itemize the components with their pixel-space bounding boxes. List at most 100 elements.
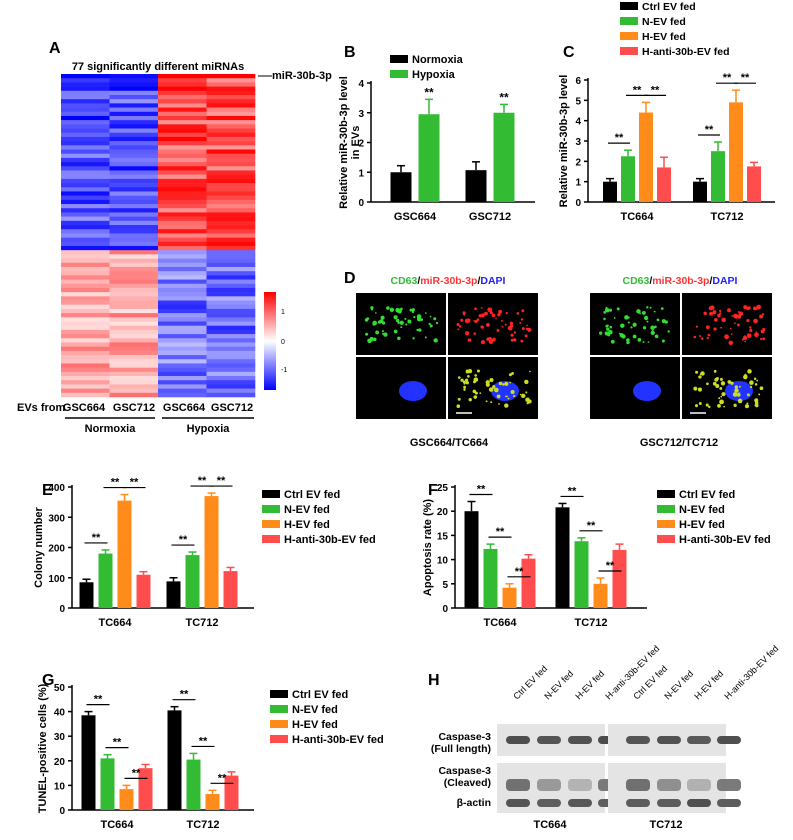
- panel-C-stain-label-part: CD63: [391, 275, 418, 287]
- panel-E-legend-label: N-EV fed: [284, 504, 330, 516]
- panel-C-puncta: [632, 334, 637, 339]
- panel-C-puncta: [497, 313, 501, 317]
- panel-A-heatmap-cell: [109, 212, 159, 217]
- panel-E-y-tick-label: 200: [48, 544, 65, 555]
- panel-A-heatmap-cell: [61, 229, 110, 234]
- panel-A-heatmap-cell: [109, 149, 159, 155]
- panel-A-heatmap-cell: [158, 120, 207, 125]
- panel-D-y-tick-label: 1: [575, 178, 581, 189]
- panel-C-image-red: [682, 293, 772, 355]
- panel-G-x-tick-label: TC664: [100, 819, 134, 831]
- panel-D-x-tick-label: TC664: [620, 211, 654, 223]
- panel-C-stain-label: CD63/miR-30b-3p/DAPI: [623, 275, 738, 287]
- panel-E-bar-TC664-1: [98, 553, 113, 608]
- panel-C-puncta: [713, 327, 717, 331]
- panel-A-heatmap-cell: [206, 141, 256, 146]
- panel-C-puncta: [642, 341, 645, 344]
- panel-D-y-tick-label: 5: [575, 96, 581, 107]
- panel-C-puncta: [746, 319, 750, 323]
- panel-B-bar-GSC712-1: [493, 112, 515, 202]
- panel-C-puncta: [753, 318, 758, 324]
- panel-C-puncta: [498, 381, 503, 386]
- panel-F-y-tick-label: 25: [437, 483, 449, 494]
- panel-A-column-label: GSC664: [163, 402, 206, 414]
- panel-H-lane-label: N-EV fed: [662, 669, 695, 702]
- panel-A-colorbar-tick: -1: [281, 367, 287, 374]
- panel-G-bar-TC664-3: [138, 768, 153, 810]
- panel-A-heatmap-cell: [61, 195, 110, 201]
- panel-A-heatmap-cell: [61, 208, 110, 213]
- panel-A-heatmap-cell: [206, 78, 256, 83]
- panel-C-puncta: [603, 310, 607, 314]
- panel-A-heatmap-cell: [206, 304, 256, 310]
- panel-letter-A: A: [49, 40, 61, 57]
- panel-A-group-label: Normoxia: [85, 423, 137, 435]
- panel-C-puncta: [698, 401, 702, 405]
- panel-A-heatmap-cell: [61, 266, 110, 272]
- panel-A-heatmap-cell: [158, 149, 207, 155]
- panel-E-bar-TC712-3: [223, 571, 238, 608]
- panel-D-bar-TC712-3: [747, 166, 761, 202]
- panel-C-puncta: [480, 313, 485, 318]
- panel-D-bar-TC664-2: [639, 112, 653, 202]
- panel-D-legend-label: N-EV fed: [642, 16, 686, 28]
- panel-A-heatmap-cell: [61, 183, 110, 188]
- panel-C-puncta: [747, 369, 752, 374]
- panel-A-heatmap-cell: [109, 237, 159, 243]
- panel-A-heatmap-cell: [109, 187, 159, 192]
- panel-C-puncta: [511, 371, 514, 375]
- panel-C-puncta: [488, 387, 494, 392]
- panel-A-heatmap-cell: [158, 229, 207, 234]
- panel-C-puncta: [520, 318, 524, 321]
- panel-C-puncta: [513, 338, 517, 342]
- panel-F-y-tick-label: 20: [437, 507, 449, 518]
- panel-C-puncta: [370, 308, 374, 311]
- panel-C-puncta: [480, 340, 486, 345]
- panel-C-puncta: [413, 316, 416, 319]
- panel-E-y-tick-label: 400: [48, 483, 65, 494]
- panel-C-puncta: [649, 306, 652, 309]
- panel-A-heatmap-cell: [206, 199, 256, 205]
- panel-A-heatmap-cell: [109, 136, 159, 142]
- panel-G-legend-label: H-anti-30b-EV fed: [292, 734, 384, 746]
- panel-A-heatmap-cell: [206, 321, 256, 326]
- panel-C-puncta: [502, 383, 505, 386]
- panel-C-puncta: [458, 325, 462, 328]
- panel-C-puncta: [490, 401, 493, 404]
- panel-F-significance: **: [496, 526, 505, 538]
- panel-G-significance: **: [94, 694, 103, 706]
- panel-E-legend-label: H-anti-30b-EV fed: [284, 534, 376, 546]
- panel-C-puncta: [465, 331, 470, 336]
- panel-A-heatmap-cell: [109, 245, 159, 251]
- panel-A-heatmap-cell: [158, 141, 207, 146]
- panel-C-puncta: [435, 321, 439, 325]
- panel-C-stain-label-part: /: [477, 275, 480, 287]
- panel-A-heatmap-cell: [109, 128, 159, 134]
- panel-A-heatmap-cell: [158, 90, 207, 96]
- panel-B-legend-swatch: [390, 70, 408, 78]
- panel-A-heatmap-cell: [158, 300, 207, 306]
- panel-A-heatmap-cell: [61, 115, 110, 121]
- panel-C-puncta: [733, 313, 738, 318]
- panel-C-nucleus: [399, 381, 427, 401]
- panel-C-puncta: [510, 389, 515, 395]
- panel-A-heatmap-cell: [61, 124, 110, 129]
- panel-C-puncta: [513, 394, 516, 398]
- panel-B-x-tick-label: GSC664: [394, 211, 437, 223]
- panel-B-y-label: in EVs: [350, 126, 362, 160]
- panel-E-significance: **: [92, 532, 101, 544]
- panel-C-puncta: [605, 306, 608, 310]
- panel-letter-E: E: [42, 482, 53, 499]
- panel-A-heatmap-cell: [158, 208, 207, 213]
- panel-A-heatmap-cell: [206, 392, 256, 398]
- panel-A-heatmap-cell: [109, 162, 159, 167]
- panel-A-heatmap-cell: [109, 296, 159, 301]
- panel-C-puncta: [654, 334, 659, 339]
- panel-C-puncta: [693, 335, 697, 339]
- panel-A-heatmap-cell: [206, 279, 256, 285]
- panel-A-heatmap-cell: [109, 266, 159, 272]
- panel-A-heatmap-cell: [61, 157, 110, 163]
- panel-A-heatmap-cell: [109, 304, 159, 310]
- panel-F-legend-swatch: [657, 505, 675, 513]
- panel-C-puncta: [525, 397, 530, 403]
